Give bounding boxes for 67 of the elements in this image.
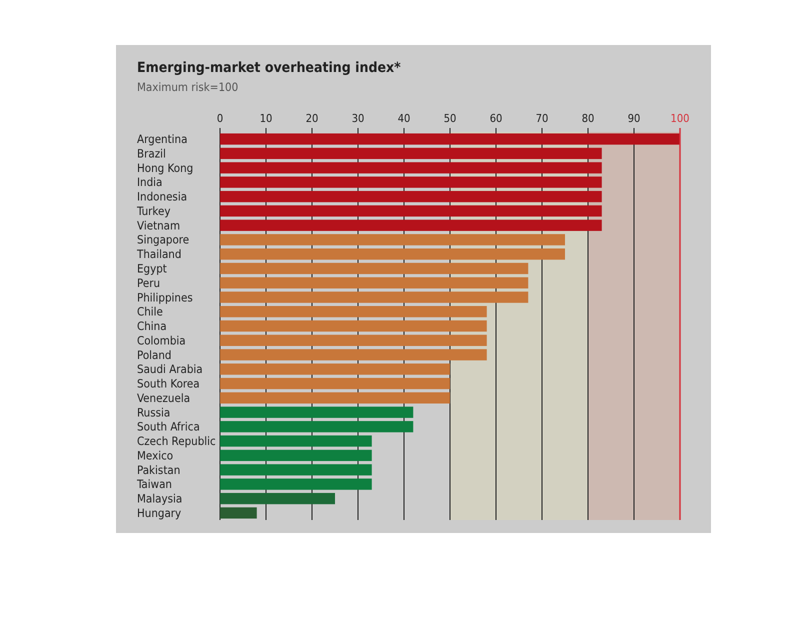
x-tick-label: 20 (306, 112, 318, 125)
bar (220, 162, 602, 174)
x-tick-label: 0 (216, 112, 224, 125)
y-tick-label: Russia (137, 405, 170, 420)
bar (220, 450, 372, 462)
bar (220, 320, 487, 332)
y-tick-label: China (137, 319, 167, 334)
x-tick-label: 50 (444, 112, 456, 125)
bar (220, 406, 414, 418)
y-tick-label: Indonesia (137, 190, 188, 204)
y-tick-label: Taiwan (136, 477, 172, 492)
bar (220, 262, 528, 274)
y-tick-label: Argentina (137, 132, 188, 146)
y-tick-label: Venezuela (137, 390, 190, 405)
y-tick-label: Vietnam (137, 218, 180, 232)
y-tick-label: Singapore (137, 232, 190, 247)
bar (220, 364, 450, 375)
y-tick-label: Brazil (137, 146, 166, 160)
bar (220, 421, 414, 432)
x-tick-label: 70 (536, 112, 548, 125)
bar (220, 133, 680, 145)
bar (220, 148, 602, 160)
y-tick-label: Thailand (136, 247, 182, 262)
bar (220, 349, 487, 360)
bar (220, 190, 602, 202)
bar (220, 478, 372, 490)
bar (220, 378, 450, 390)
y-tick-label: Turkey (136, 204, 170, 218)
y-tick-label: India (137, 175, 162, 190)
x-tick-label: 60 (490, 112, 502, 125)
x-tick-label: 30 (352, 112, 364, 125)
x-tick-label: 10 (260, 112, 272, 125)
bar (220, 292, 528, 303)
bar (220, 306, 487, 318)
x-tick-label: 100 (670, 112, 690, 125)
y-tick-label: Philippines (137, 290, 193, 304)
bar (220, 464, 372, 476)
y-tick-label: Peru (137, 276, 160, 290)
y-tick-label: Mexico (137, 448, 174, 462)
y-tick-label: Hong Kong (137, 160, 194, 175)
y-tick-label: Chile (137, 304, 163, 319)
x-tick-label: 90 (628, 112, 640, 125)
y-tick-label: Colombia (137, 333, 186, 348)
chart-subtitle: Maximum risk=100 (137, 80, 238, 94)
bar (220, 205, 602, 217)
y-tick-label: Hungary (137, 506, 182, 520)
chart-title: Emerging-market overheating index* (137, 60, 402, 76)
bar (220, 392, 450, 404)
y-tick-label: Saudi Arabia (137, 362, 203, 376)
bar (220, 176, 602, 188)
bar (220, 220, 602, 231)
y-tick-label: Pakistan (137, 462, 180, 477)
y-tick-label: Poland (137, 348, 172, 362)
bar (220, 435, 372, 447)
y-tick-label: Malaysia (137, 492, 182, 506)
y-tick-label: Egypt (137, 262, 167, 276)
y-tick-label: South Africa (137, 420, 200, 434)
x-tick-label: 40 (398, 112, 410, 125)
y-tick-label: Czech Republic (137, 434, 216, 448)
bar (220, 234, 565, 246)
bar (220, 277, 528, 288)
y-tick-label: South Korea (137, 376, 200, 391)
bar (220, 334, 487, 346)
bar (220, 248, 565, 260)
bar (220, 492, 335, 504)
bar (220, 507, 257, 519)
x-tick-label: 80 (582, 112, 594, 125)
